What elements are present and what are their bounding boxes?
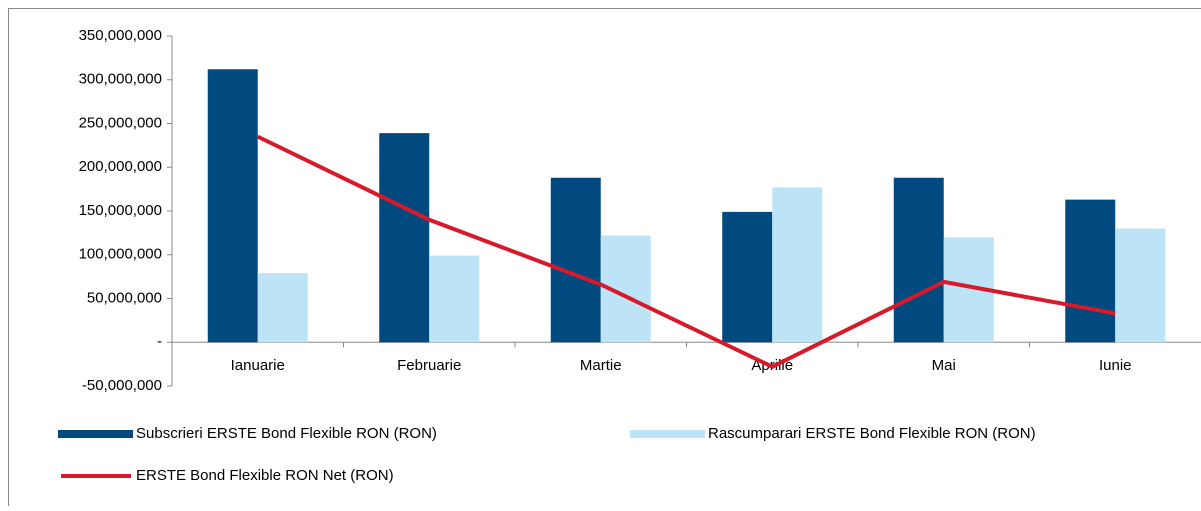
legend-label: ERSTE Bond Flexible RON Net (RON) bbox=[136, 467, 394, 484]
legend-label: Subscrieri ERSTE Bond Flexible RON (RON) bbox=[136, 425, 437, 442]
y-tick-label: 50,000,000 bbox=[87, 289, 162, 306]
bar bbox=[551, 178, 601, 343]
bar bbox=[208, 69, 258, 342]
legend-label: Rascumparari ERSTE Bond Flexible RON (RO… bbox=[708, 425, 1036, 442]
bar bbox=[1115, 229, 1165, 343]
bar bbox=[722, 212, 772, 342]
legend-swatch bbox=[630, 430, 705, 438]
legend-swatch bbox=[58, 430, 133, 438]
bar bbox=[772, 187, 822, 342]
bar bbox=[429, 256, 479, 343]
x-tick-label: Iunie bbox=[1099, 357, 1132, 374]
bar bbox=[1065, 200, 1115, 343]
y-tick-label: 200,000,000 bbox=[79, 158, 162, 175]
y-tick-label: -50,000,000 bbox=[82, 377, 162, 394]
x-tick-label: Februarie bbox=[397, 357, 461, 374]
bar bbox=[258, 273, 308, 342]
bar bbox=[894, 178, 944, 343]
x-tick-label: Ianuarie bbox=[231, 357, 285, 374]
y-tick-label: 250,000,000 bbox=[79, 114, 162, 131]
y-tick-label: 100,000,000 bbox=[79, 246, 162, 263]
y-tick-label: - bbox=[157, 333, 162, 350]
y-tick-label: 350,000,000 bbox=[79, 27, 162, 44]
x-tick-label: Mai bbox=[932, 357, 956, 374]
bar bbox=[379, 133, 429, 342]
y-tick-label: 300,000,000 bbox=[79, 71, 162, 88]
y-tick-label: 150,000,000 bbox=[79, 202, 162, 219]
x-tick-label: Martie bbox=[580, 357, 622, 374]
